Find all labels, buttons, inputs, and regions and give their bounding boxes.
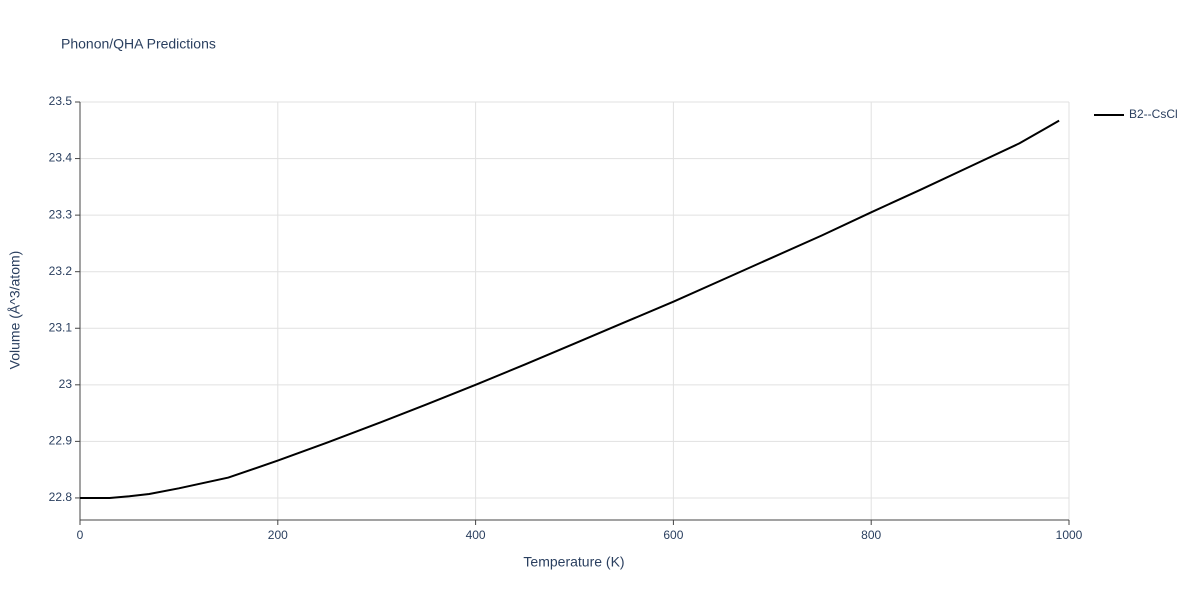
y-tick-label: 22.8 — [49, 490, 73, 504]
legend-label: B2--CsCl — [1129, 107, 1178, 121]
y-tick-label: 23.3 — [49, 207, 73, 221]
data-line — [80, 119, 1060, 499]
x-tick-label: 1000 — [1056, 528, 1083, 542]
y-tick-label: 22.9 — [49, 434, 73, 448]
chart-title: Phonon/QHA Predictions — [61, 36, 216, 52]
y-tick-label: 23.4 — [49, 151, 73, 165]
y-tick-label: 23 — [59, 377, 73, 391]
y-tick-label: 23.2 — [49, 264, 73, 278]
y-tick-label: 23.1 — [49, 320, 73, 334]
x-tick-label: 600 — [663, 528, 683, 542]
y-tick-label: 23.5 — [49, 94, 73, 108]
x-axis-label: Temperature (K) — [523, 554, 624, 570]
x-tick-label: 200 — [268, 528, 288, 542]
x-tick-label: 0 — [77, 528, 84, 542]
x-tick-label: 400 — [466, 528, 486, 542]
y-axis-label: Volume (Å^3/atom) — [7, 251, 23, 370]
x-tick-label: 800 — [861, 528, 881, 542]
